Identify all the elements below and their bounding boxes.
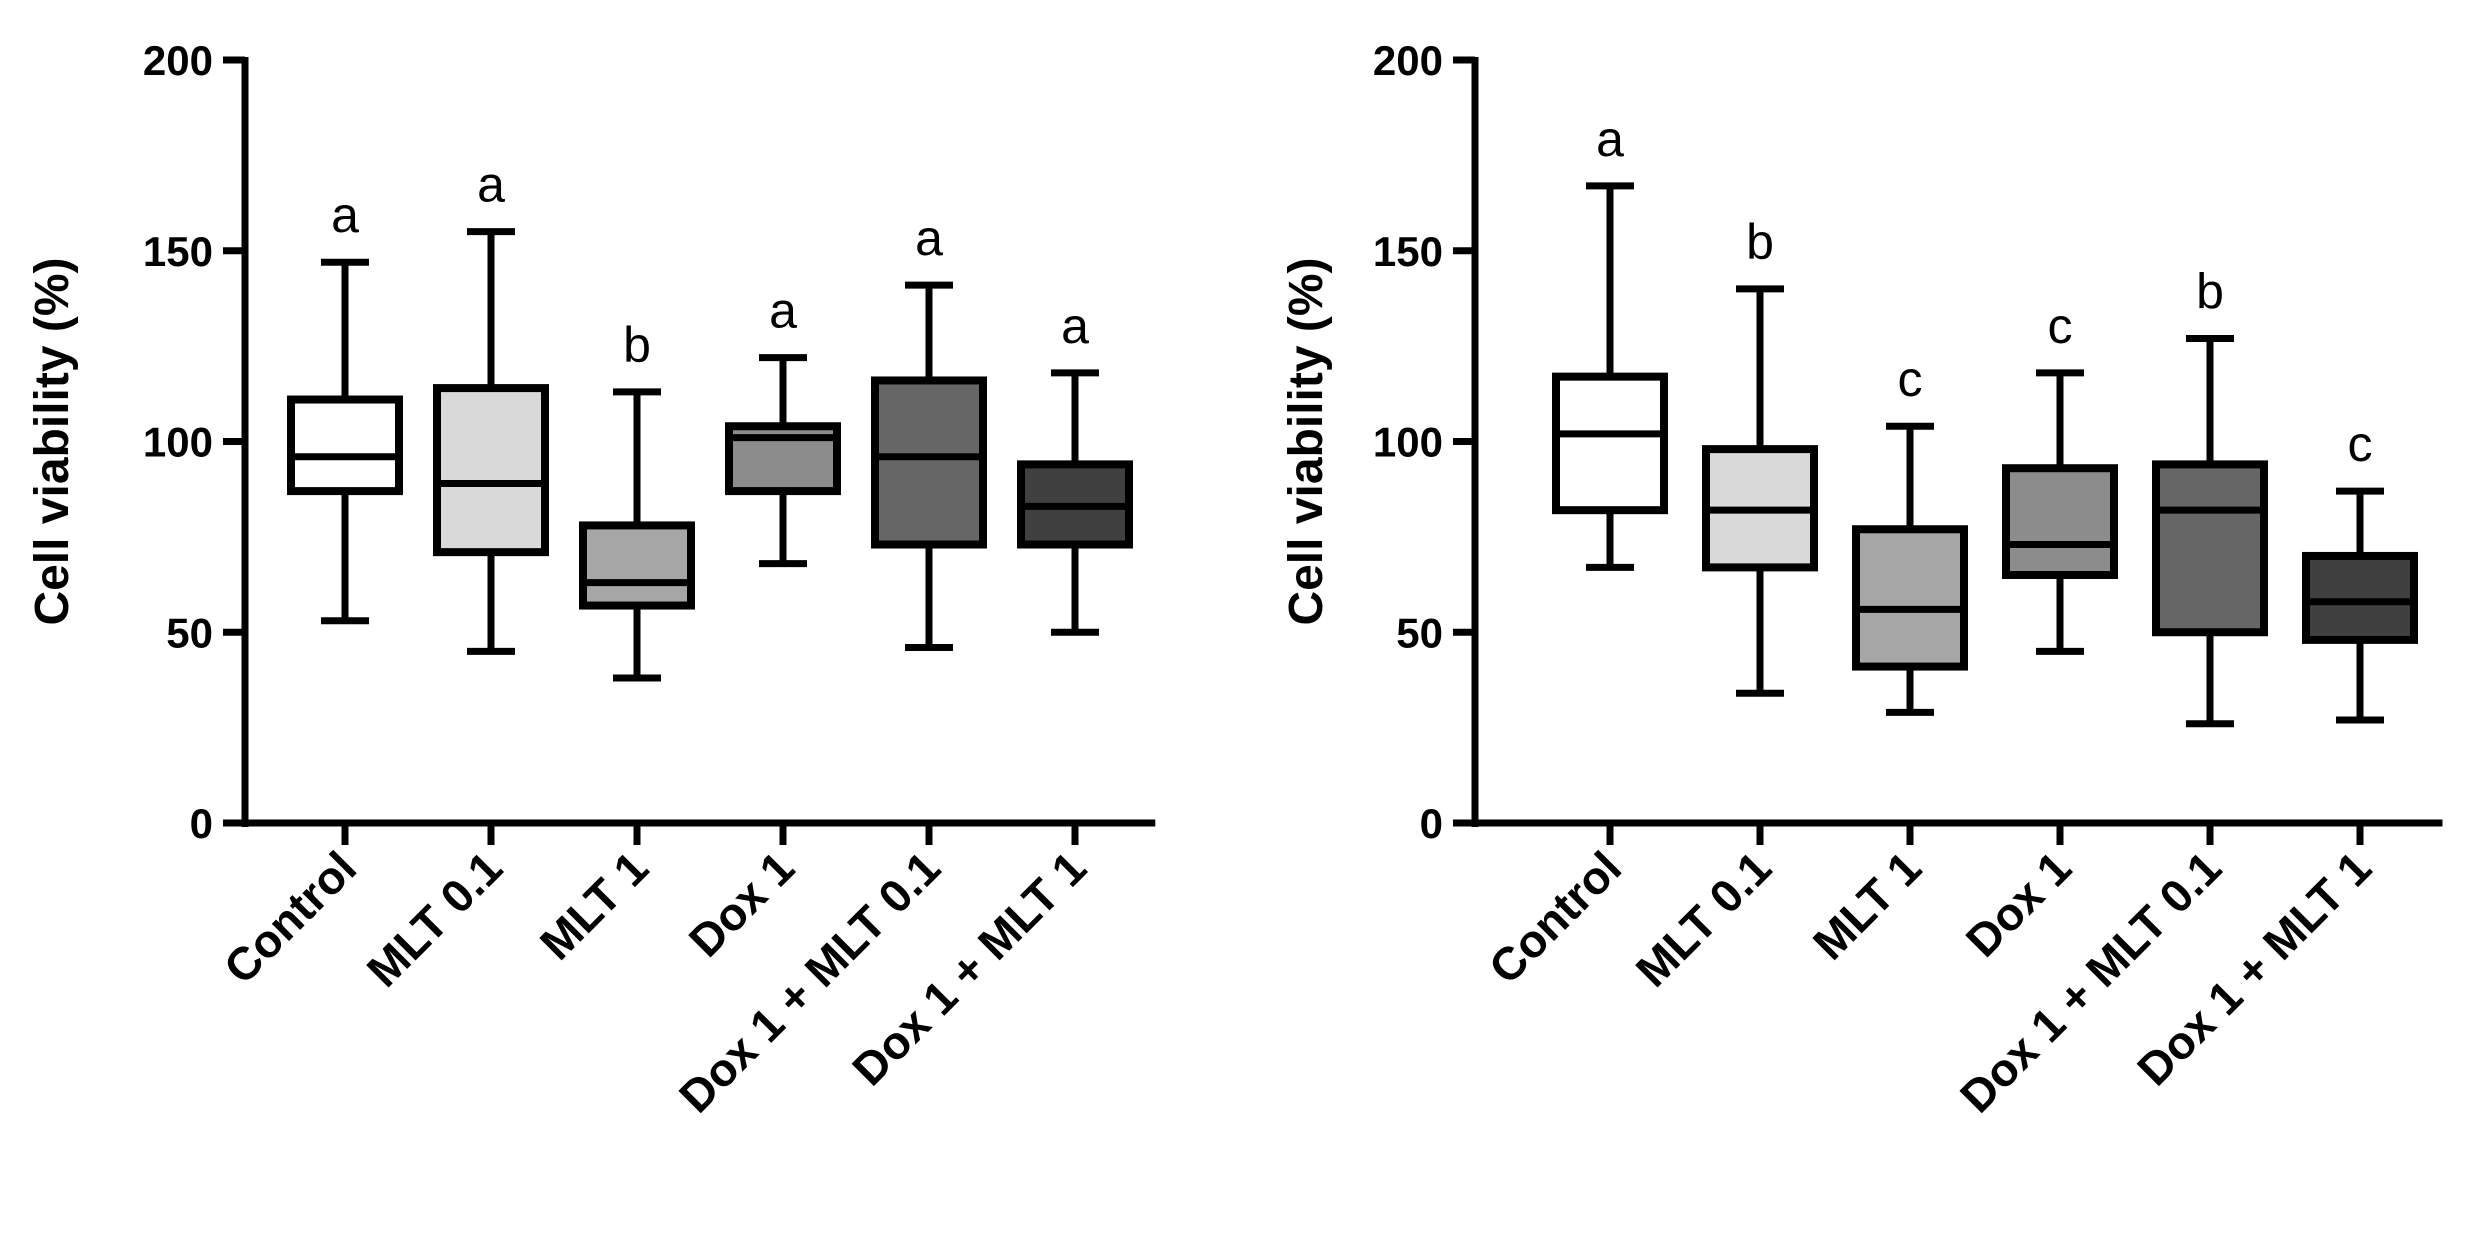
iqr-box [2002,464,2118,580]
significance-letter: a [331,187,359,243]
iqr-box [579,521,695,610]
category-label: Dox 1 [679,841,804,966]
y-tick-label: 100 [143,419,213,466]
box-plot: a [725,283,841,845]
significance-letter: c [1898,351,1923,407]
box-plot: c [1852,351,1968,845]
significance-letter: b [623,317,651,373]
right-panel: 0 50 100 150 200 Cell viability (%) a Control b M… [1280,37,2443,1122]
significance-letter: a [915,210,943,266]
box-plot: a [287,187,403,845]
iqr-box [2152,460,2268,637]
box-plot: b [579,317,695,845]
left-panel: 0 50 100 150 200 Cell viability (%) a Control a M… [26,37,1156,1122]
category-label: Control [214,841,366,993]
y-tick-label: 50 [1396,609,1443,656]
box-plot: a [871,210,987,845]
category-label: Dox 1 + MLT 0.1 [1950,841,2231,1122]
category-label: MLT 1 [1803,841,1931,969]
category-label: MLT 1 [530,841,658,969]
box-plot: b [2152,263,2268,845]
y-tick-label: 200 [1373,37,1443,84]
box-plot: b [1702,214,1818,845]
category-label: Dox 1 [1956,841,2081,966]
y-tick-label: 100 [1373,419,1443,466]
box-plot: a [1017,298,1133,845]
iqr-box [1552,372,1668,515]
y-axis-label: Cell viability (%) [1280,257,1333,625]
iqr-box [287,395,403,496]
y-tick-label: 150 [143,228,213,275]
iqr-box [1852,525,1968,671]
significance-letter: c [2048,298,2073,354]
y-axis-label: Cell viability (%) [26,257,79,625]
significance-letter: a [769,283,797,339]
box-plot: a [433,157,549,845]
category-label: Dox 1 + MLT 0.1 [669,841,950,1122]
y-tick-label: 50 [166,609,213,656]
iqr-box [433,384,549,557]
category-label: MLT 0.1 [357,841,512,996]
significance-letter: c [2348,416,2373,472]
iqr-box [871,376,987,549]
iqr-box [2302,551,2418,644]
box-plot: a [1552,111,1668,845]
box-plot: c [2302,416,2418,845]
category-label: MLT 0.1 [1626,841,1781,996]
significance-letter: a [1596,111,1624,167]
significance-letter: a [477,157,505,213]
y-tick-label: 200 [143,37,213,84]
y-tick-label: 150 [1373,228,1443,275]
category-label: Control [1479,841,1631,993]
y-tick-label: 0 [1420,800,1443,847]
box-plot: c [2002,298,2118,845]
y-tick-label: 0 [190,800,213,847]
significance-letter: b [2196,263,2224,319]
significance-letter: b [1746,214,1774,270]
significance-letter: a [1061,298,1089,354]
